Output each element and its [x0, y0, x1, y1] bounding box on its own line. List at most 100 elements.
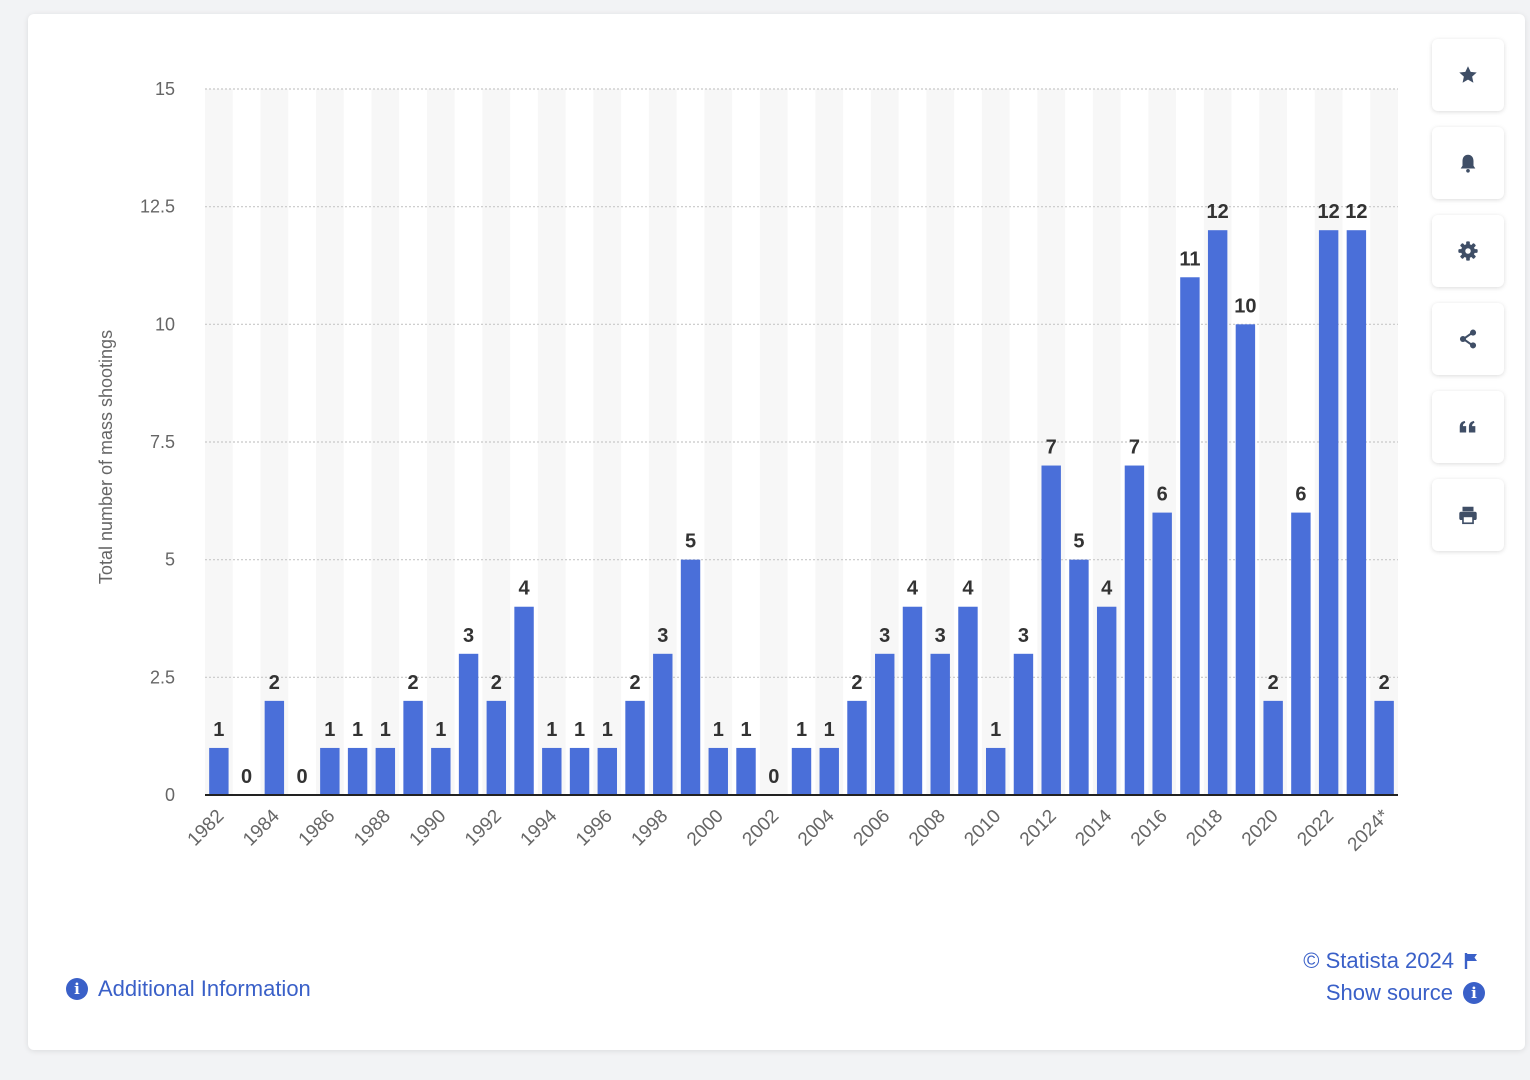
bar — [1291, 512, 1311, 795]
bar — [1235, 324, 1256, 795]
bar — [514, 606, 534, 795]
share-icon — [1459, 329, 1477, 349]
bar-value-label: 1 — [380, 719, 391, 741]
info-icon: i — [1463, 982, 1485, 1004]
bar — [1069, 559, 1089, 795]
chart-card: 0 2.5 5 7.5 10 12.5 15 Total number of mass sho… — [28, 14, 1525, 1050]
bar-value-label: 0 — [241, 766, 252, 788]
favorite-button[interactable] — [1432, 39, 1504, 111]
x-tick-label: 2016 — [1127, 806, 1172, 851]
bell-icon — [1460, 154, 1476, 173]
bar-value-label: 4 — [1101, 578, 1113, 600]
bar-value-label: 1 — [602, 719, 613, 741]
additional-information-link[interactable]: i Additional Information — [66, 976, 311, 1002]
bar — [930, 653, 950, 795]
show-source-link[interactable]: Show source i — [1326, 980, 1485, 1006]
x-tick-label: 2014 — [1071, 805, 1116, 850]
y-tick-label: 5 — [165, 550, 175, 570]
bar — [985, 747, 1006, 795]
bar-value-label: 12 — [1345, 201, 1367, 223]
y-tick-label: 7.5 — [150, 432, 175, 452]
bar — [819, 747, 839, 795]
bar-value-label: 10 — [1234, 295, 1256, 317]
bar — [375, 747, 396, 795]
bar-value-label: 3 — [935, 625, 946, 647]
x-tick-label: 2000 — [683, 806, 728, 851]
bar-value-label: 1 — [990, 719, 1001, 741]
bar — [791, 747, 812, 795]
bar-value-label: 1 — [546, 719, 557, 741]
bar-value-label: 1 — [213, 719, 224, 741]
bar-value-label: 2 — [851, 672, 862, 694]
bar-value-label: 0 — [768, 766, 779, 788]
bar — [264, 700, 285, 795]
bar — [1263, 700, 1283, 795]
x-tick-label: 1986 — [295, 806, 340, 851]
bar — [542, 747, 562, 795]
x-tick-label: 2008 — [905, 806, 950, 851]
x-tick-label: 1988 — [350, 806, 395, 851]
bar — [1041, 465, 1061, 795]
bar-value-label: 5 — [1073, 531, 1084, 553]
y-axis-title: Total number of mass shootings — [96, 330, 116, 584]
bar-value-label: 1 — [574, 719, 585, 741]
bar-value-label: 1 — [713, 719, 724, 741]
x-tick-label: 2018 — [1182, 806, 1227, 851]
gear-icon — [1458, 241, 1478, 261]
bar-value-label: 12 — [1207, 201, 1229, 223]
bar-value-label: 6 — [1295, 484, 1306, 506]
x-tick-label: 2012 — [1016, 806, 1061, 851]
bar-value-label: 1 — [324, 719, 335, 741]
bar — [902, 606, 923, 795]
x-tick-label: 2022 — [1293, 806, 1338, 851]
y-tick-label: 10 — [155, 314, 175, 334]
bar — [625, 700, 645, 795]
x-tick-label: 2024* — [1344, 805, 1394, 855]
bar-value-label: 1 — [824, 719, 835, 741]
bar — [347, 747, 368, 795]
bar — [653, 653, 673, 795]
bar — [431, 747, 451, 795]
bar-value-label: 3 — [657, 625, 668, 647]
additional-information-label: Additional Information — [98, 976, 311, 1001]
bar — [1374, 700, 1394, 795]
bar-value-label: 2 — [491, 672, 502, 694]
y-tick-label: 0 — [165, 785, 175, 805]
bar-value-label: 1 — [740, 719, 751, 741]
quote-icon — [1459, 421, 1476, 433]
bar — [403, 700, 423, 795]
info-icon: i — [66, 978, 88, 1000]
print-button[interactable] — [1432, 479, 1504, 551]
bar — [736, 747, 756, 795]
printer-icon — [1459, 506, 1477, 525]
x-tick-label: 1996 — [572, 806, 617, 851]
bar-value-label: 6 — [1157, 484, 1168, 506]
bar-value-label: 7 — [1046, 437, 1057, 459]
bar-value-label: 4 — [962, 578, 974, 600]
bar — [875, 653, 895, 795]
bar-value-label: 2 — [629, 672, 640, 694]
bar — [1346, 230, 1367, 795]
x-tick-label: 2004 — [794, 805, 839, 850]
bar — [1013, 653, 1034, 795]
bar-value-label: 12 — [1318, 201, 1340, 223]
y-tick-label: 2.5 — [150, 667, 175, 687]
bar-value-label: 1 — [435, 719, 446, 741]
x-tick-label: 1990 — [406, 806, 451, 851]
share-button[interactable] — [1432, 303, 1504, 375]
bar-value-label: 0 — [297, 766, 308, 788]
settings-button[interactable] — [1432, 215, 1504, 287]
bar — [958, 606, 978, 795]
x-tick-label: 1998 — [628, 806, 673, 851]
bar-value-label: 2 — [269, 672, 280, 694]
bar — [320, 747, 340, 795]
bar-value-label: 2 — [408, 672, 419, 694]
notification-button[interactable] — [1432, 127, 1504, 199]
cite-button[interactable] — [1432, 391, 1504, 463]
bar — [1318, 230, 1339, 795]
bar-value-label: 2 — [1379, 672, 1390, 694]
bar-value-label: 5 — [685, 531, 696, 553]
flag-icon[interactable] — [1464, 952, 1480, 970]
x-tick-label: 1994 — [517, 805, 562, 850]
